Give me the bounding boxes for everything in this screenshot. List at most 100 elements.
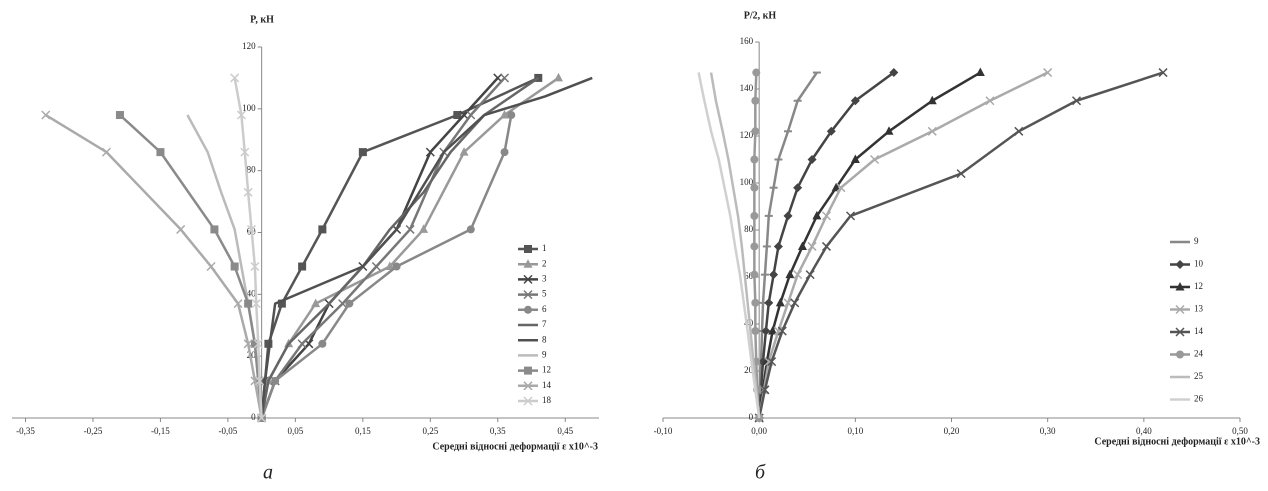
point — [176, 224, 186, 234]
point — [507, 111, 516, 120]
point — [101, 147, 111, 157]
point — [255, 376, 265, 386]
point — [500, 73, 510, 83]
point — [500, 110, 510, 119]
x-axis-title: Середні відносні деформації ε x10^-3 — [432, 441, 598, 452]
legend-marker — [1176, 350, 1184, 359]
point — [773, 241, 783, 251]
legend-label: 3 — [542, 273, 547, 283]
point — [371, 261, 381, 272]
point — [750, 211, 759, 220]
x-tick-label: 0,20 — [944, 426, 960, 436]
legend-marker — [523, 290, 533, 300]
point — [1071, 96, 1082, 106]
series-line — [119, 114, 263, 419]
legend-label: 2 — [542, 258, 547, 268]
series-line — [260, 114, 513, 419]
y-tick-label: 120 — [740, 130, 754, 140]
point — [41, 110, 51, 120]
point — [345, 299, 354, 308]
point — [956, 169, 966, 179]
point — [805, 270, 815, 280]
point — [298, 262, 307, 271]
series-line — [757, 71, 1164, 419]
point — [243, 187, 253, 197]
series-line — [260, 76, 539, 419]
point — [236, 110, 246, 120]
y-tick-label: 160 — [740, 36, 754, 46]
legend-label: 12 — [542, 365, 551, 375]
point — [230, 262, 239, 271]
y-tick-label: 80 — [744, 224, 754, 234]
point — [277, 299, 286, 308]
point — [297, 339, 307, 349]
point — [790, 298, 800, 308]
point — [850, 154, 860, 163]
point — [251, 299, 261, 309]
point — [751, 96, 760, 105]
x-tick-label: 0,45 — [557, 426, 573, 436]
series-line — [709, 72, 761, 419]
x-tick-label: 0,35 — [490, 426, 506, 436]
point — [250, 261, 260, 272]
series-line — [260, 76, 593, 419]
point — [870, 154, 880, 165]
caption: а — [263, 462, 273, 484]
point — [230, 73, 240, 83]
y-axis-title: P/2, кН — [744, 10, 777, 21]
point — [244, 299, 253, 308]
legend-label: 14 — [1194, 326, 1204, 336]
x-tick-label: -0,15 — [151, 426, 170, 436]
point — [751, 327, 760, 336]
legend-marker — [1175, 260, 1185, 269]
point — [318, 339, 327, 348]
x-tick-label: 0,15 — [355, 426, 371, 436]
legend-marker — [1175, 304, 1185, 315]
legend-marker — [524, 366, 532, 375]
point — [975, 67, 985, 77]
y-tick-label: 20 — [744, 365, 754, 375]
legend-label: 18 — [542, 395, 552, 405]
point — [768, 326, 778, 335]
point — [831, 182, 841, 192]
point — [254, 376, 263, 385]
legend-label: 6 — [542, 304, 547, 314]
point — [764, 298, 774, 308]
x-tick-label: 0,40 — [1136, 426, 1152, 436]
point — [115, 111, 124, 120]
point — [751, 127, 760, 136]
point — [459, 147, 469, 156]
point — [785, 269, 795, 279]
point — [793, 270, 803, 280]
y-tick-label: 140 — [740, 83, 754, 93]
y-tick-label: 100 — [740, 177, 754, 187]
point — [750, 183, 759, 192]
point — [821, 241, 832, 251]
point — [750, 155, 759, 164]
point — [271, 376, 280, 385]
y-tick-label: 0 — [251, 412, 256, 422]
y-axis-title: P, кН — [250, 14, 274, 25]
point — [554, 72, 564, 82]
legend-marker — [1175, 282, 1185, 291]
legend-marker — [524, 305, 532, 314]
x-tick-label: 0,00 — [751, 426, 767, 436]
point — [311, 298, 321, 308]
point — [777, 326, 787, 336]
legend-label: 5 — [542, 289, 547, 299]
x-tick-label: -0,10 — [654, 426, 673, 436]
point — [751, 298, 760, 307]
point — [264, 339, 273, 348]
legend-label: 14 — [542, 380, 552, 390]
point — [889, 68, 899, 78]
point — [240, 147, 250, 157]
point — [1014, 126, 1024, 136]
point — [253, 339, 263, 349]
y-tick-label: 80 — [247, 165, 257, 175]
point — [927, 95, 937, 105]
x-tick-label: -0,05 — [219, 426, 238, 436]
point — [850, 96, 860, 106]
point — [767, 357, 777, 367]
x-axis-title: Середні відносні деформації ε x10^-3 — [1094, 436, 1260, 447]
